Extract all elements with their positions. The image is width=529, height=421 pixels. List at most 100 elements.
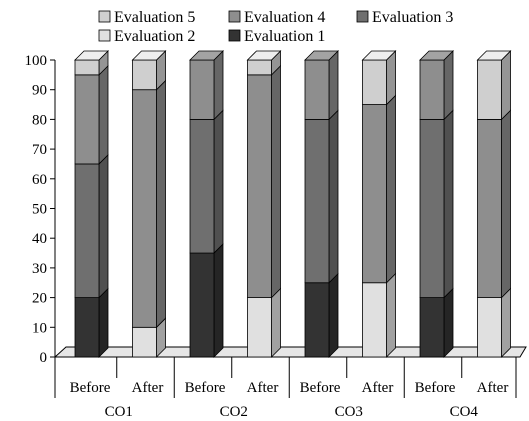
y-tick-label: 60	[32, 172, 47, 188]
legend-label: Evaluation 4	[244, 9, 325, 26]
y-axis: 0 10 20 30 40 50 60 70 80 90 100	[25, 53, 56, 366]
bar-stack	[131, 50, 167, 358]
y-tick-label: 70	[32, 142, 47, 158]
x-tick-label: After	[362, 380, 394, 396]
floor-plane	[53, 346, 527, 358]
bar-segment	[362, 282, 387, 358]
bar-segment	[477, 119, 502, 298]
bar-segment-side	[271, 64, 281, 299]
bar-stack	[246, 50, 282, 358]
bar-stack	[189, 50, 224, 358]
legend-label: Evaluation 3	[372, 9, 453, 26]
bar-segment	[247, 74, 272, 298]
bar-segment	[419, 119, 445, 298]
bar-segment-side	[443, 109, 454, 299]
x-group-label: CO4	[450, 404, 479, 420]
bar-segment	[74, 163, 100, 298]
bar-segment-side	[213, 243, 224, 358]
bar-segment-side	[501, 109, 511, 299]
bar-segment-side	[328, 272, 339, 358]
bar-segment	[304, 282, 330, 358]
y-tick-label: 20	[32, 291, 47, 307]
bar-top-face	[304, 50, 339, 61]
bar-segment	[247, 59, 272, 76]
bar-segment	[132, 326, 157, 358]
bar-segment	[74, 297, 100, 358]
legend-swatch	[228, 10, 241, 23]
bar-segment-side	[501, 50, 511, 121]
y-tick-label: 10	[32, 320, 47, 336]
bars	[74, 50, 512, 358]
bar-segment-side	[386, 272, 396, 358]
legend: Evaluation 5 Evaluation 4 Evaluation 3 Eval…	[98, 9, 453, 45]
x-group-label: CO3	[335, 404, 363, 420]
bar-segment-side	[501, 287, 511, 358]
bar-segment	[189, 59, 215, 120]
legend-item: Evaluation 5	[98, 9, 195, 26]
legend-label: Evaluation 5	[114, 9, 195, 26]
x-tick-label: Before	[70, 380, 111, 396]
legend-item: Evaluation 1	[228, 28, 325, 45]
legend-item: Evaluation 2	[98, 28, 195, 45]
bar-top-face	[74, 50, 109, 61]
legend-swatch	[228, 29, 241, 42]
y-tick-label: 80	[32, 112, 47, 128]
y-tick-label: 50	[32, 202, 47, 218]
bar-segment-side	[271, 287, 281, 358]
bar-top-face	[361, 50, 397, 61]
bar-top-face	[419, 50, 454, 61]
bar-top-face	[476, 50, 512, 61]
bar-segment	[132, 59, 157, 91]
bar-segment	[477, 297, 502, 358]
x-tick-label: After	[247, 380, 279, 396]
legend-swatch	[98, 10, 111, 23]
chart-floor	[53, 346, 527, 358]
bar-segment	[247, 297, 272, 358]
y-tick-label: 40	[32, 231, 47, 247]
bar-segment-side	[386, 94, 396, 284]
x-tick-label: After	[132, 380, 164, 396]
x-group-label: CO2	[220, 404, 248, 420]
bar-segment-side	[213, 109, 224, 255]
bar-segment	[189, 252, 215, 358]
bar-segment	[132, 89, 157, 328]
bar-stack	[361, 50, 397, 358]
bar-segment-side	[98, 153, 109, 299]
y-tick-label: 0	[40, 350, 48, 366]
bar-segment	[419, 297, 445, 358]
bar-segment	[362, 104, 387, 284]
bar-segment	[74, 59, 100, 76]
bar-segment-side	[156, 79, 166, 329]
bar-segment	[74, 74, 100, 165]
x-tick-label: After	[477, 380, 509, 396]
bar-segment	[362, 59, 387, 105]
bar-stack	[74, 50, 109, 358]
legend-swatch	[356, 10, 369, 23]
bar-segment	[304, 119, 330, 284]
bar-stack	[304, 50, 339, 358]
bar-segment-side	[98, 287, 109, 358]
y-tick-label: 90	[32, 83, 47, 99]
bar-segment	[477, 59, 502, 120]
legend-label: Evaluation 2	[114, 28, 195, 45]
bar-top-face	[131, 50, 167, 61]
bar-stack	[419, 50, 454, 358]
y-tick-label: 100	[25, 53, 48, 69]
bar-segment	[304, 59, 330, 120]
bar-segment	[189, 119, 215, 254]
bar-top-face	[246, 50, 282, 61]
legend-label: Evaluation 1	[244, 28, 325, 45]
x-tick-label: Before	[185, 380, 226, 396]
bar-stack	[476, 50, 512, 358]
bar-segment-side	[328, 50, 339, 121]
x-group-label: CO1	[105, 404, 133, 420]
legend-item: Evaluation 3	[356, 9, 453, 26]
x-tick-label: Before	[415, 380, 456, 396]
y-tick-label: 30	[32, 261, 47, 277]
bar-top-face	[189, 50, 224, 61]
bar-segment-side	[213, 50, 224, 121]
bar-segment-side	[98, 64, 109, 165]
x-tick-label: Before	[300, 380, 341, 396]
bar-segment-side	[328, 109, 339, 284]
